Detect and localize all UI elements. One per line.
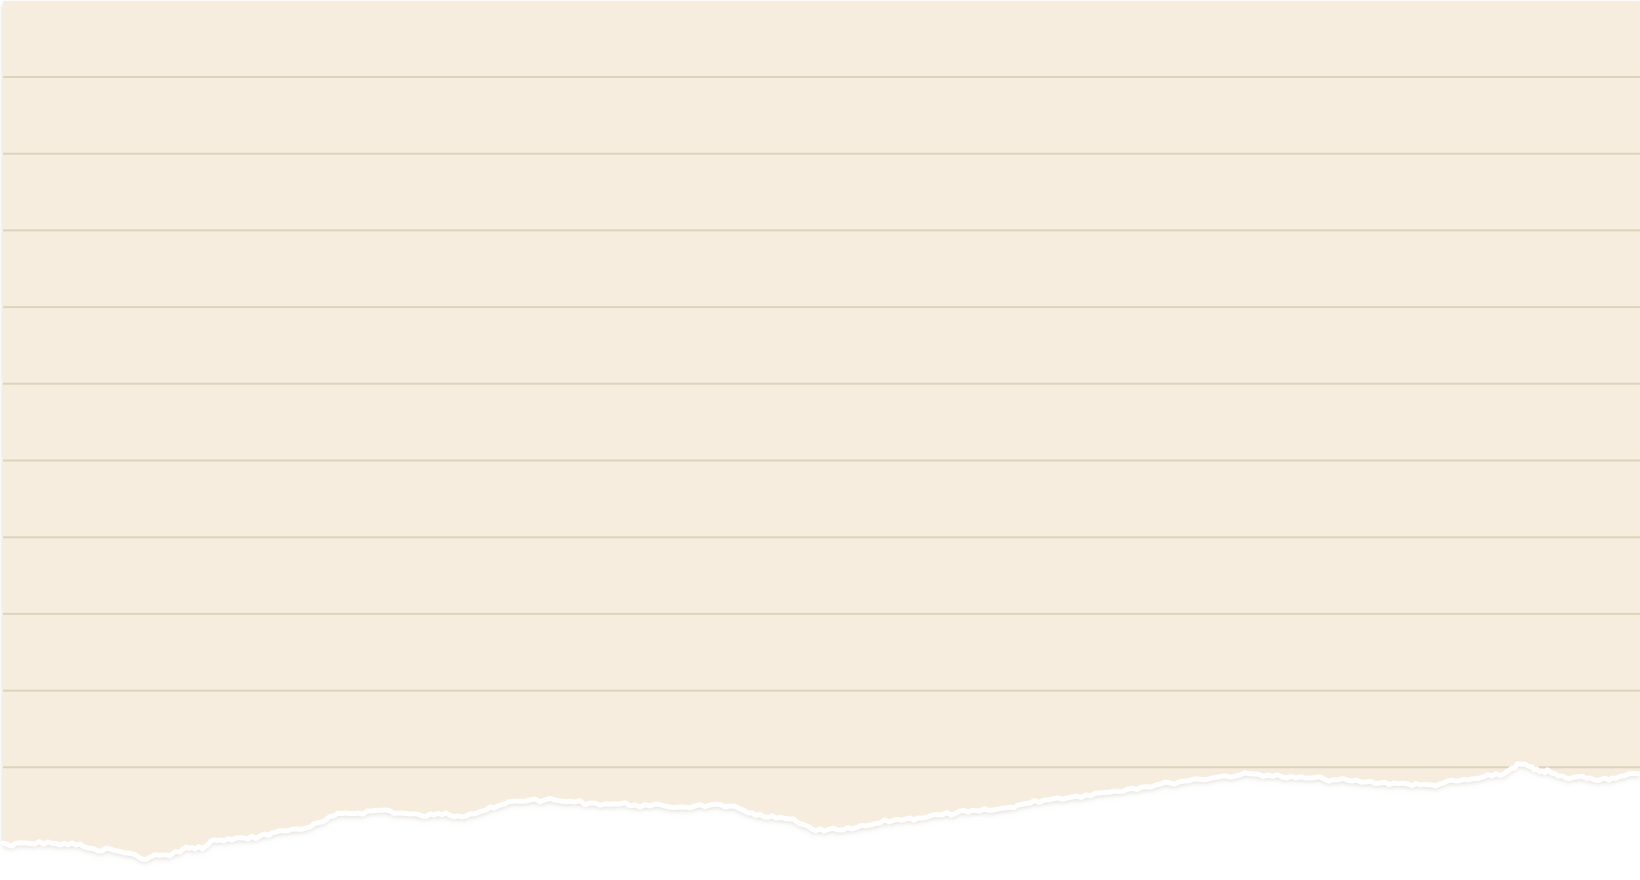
torn-edge — [0, 761, 1640, 862]
ruled-lines — [3, 76, 1640, 769]
paper-body — [3, 1, 1640, 860]
